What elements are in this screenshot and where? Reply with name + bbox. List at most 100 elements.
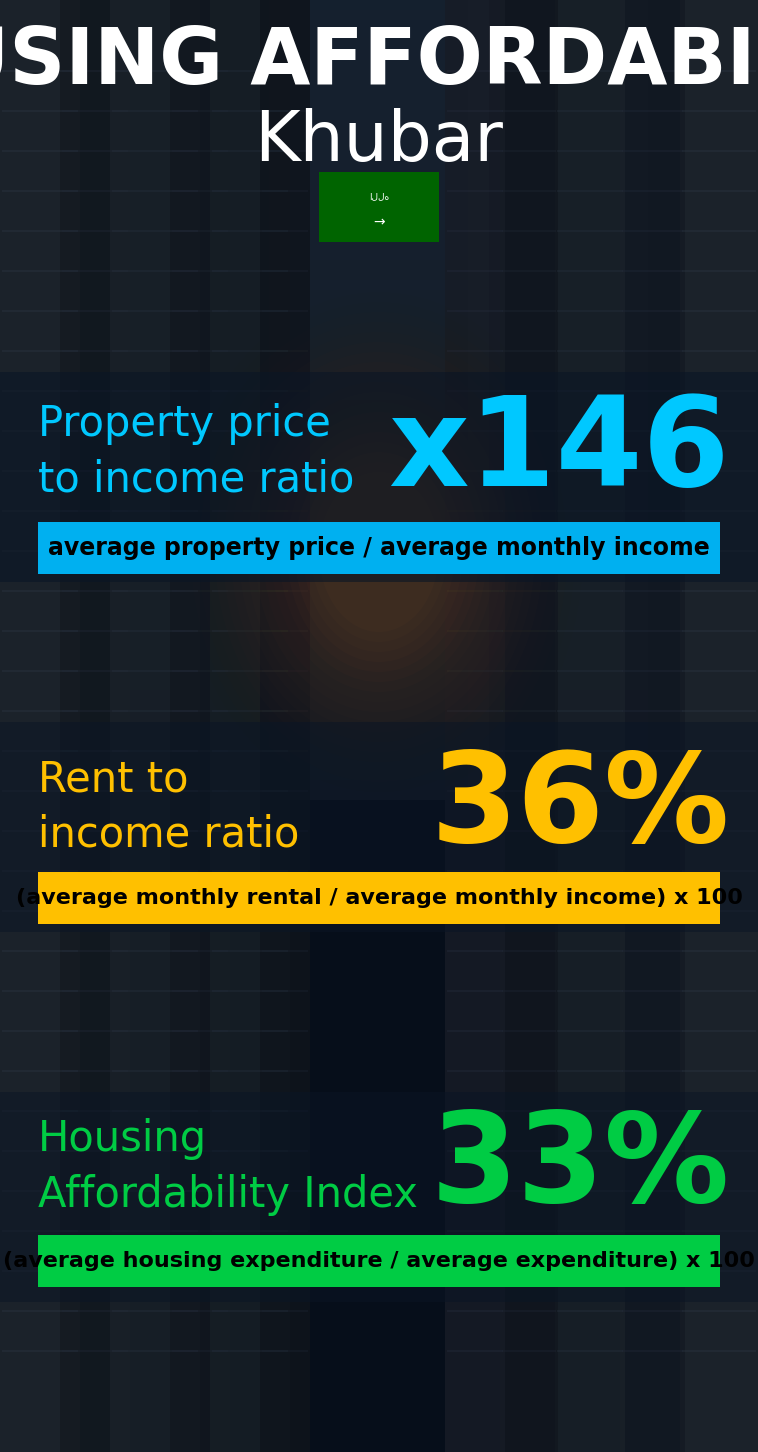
Bar	[269, 579, 489, 590]
Bar	[468, 520, 648, 530]
Bar	[269, 600, 489, 610]
Bar	[110, 229, 290, 240]
Bar	[269, 481, 489, 489]
Bar	[112, 110, 198, 112]
Bar	[110, 450, 290, 460]
Bar	[622, 950, 683, 953]
Bar	[269, 430, 489, 440]
Bar	[447, 1310, 503, 1313]
Bar	[110, 630, 290, 640]
Bar	[269, 409, 489, 420]
Text: average property price / average monthly income: average property price / average monthly…	[48, 536, 710, 560]
Bar	[680, 0, 758, 1452]
Bar	[682, 229, 756, 232]
Bar	[557, 309, 623, 312]
Bar	[38, 523, 720, 574]
Text: (average housing expenditure / average expenditure) x 100: (average housing expenditure / average e…	[3, 1252, 755, 1270]
Bar	[502, 630, 556, 632]
Bar	[468, 190, 648, 200]
Bar	[557, 1230, 623, 1231]
Bar	[212, 1270, 288, 1272]
Bar	[447, 1070, 503, 1072]
Bar	[269, 530, 489, 540]
Bar	[262, 309, 308, 312]
Bar	[110, 790, 290, 800]
Bar	[269, 650, 489, 661]
Bar	[62, 391, 128, 392]
Bar	[110, 200, 290, 211]
Bar	[622, 350, 683, 351]
Bar	[62, 70, 128, 73]
Bar	[112, 1350, 198, 1352]
Bar	[112, 910, 198, 912]
Bar	[172, 1310, 228, 1313]
Bar	[110, 550, 290, 560]
Bar	[622, 1350, 683, 1352]
Bar	[502, 229, 556, 232]
Bar	[502, 1191, 556, 1192]
Bar	[447, 870, 503, 873]
Bar	[212, 1350, 288, 1352]
Bar	[682, 831, 756, 832]
Bar	[620, 0, 685, 1452]
Bar	[110, 399, 290, 409]
Bar	[319, 171, 439, 242]
Bar	[110, 481, 290, 489]
Bar	[62, 1310, 128, 1313]
Bar	[468, 600, 648, 610]
Bar	[269, 460, 489, 470]
Bar	[112, 510, 198, 513]
Bar	[62, 510, 128, 513]
Bar	[269, 540, 489, 550]
Bar	[170, 0, 230, 1452]
Bar	[269, 741, 489, 751]
Bar	[468, 290, 648, 301]
Bar	[172, 630, 228, 632]
Bar	[468, 560, 648, 571]
Bar	[502, 669, 556, 672]
Bar	[557, 831, 623, 832]
Bar	[62, 590, 128, 592]
Bar	[468, 770, 648, 780]
Bar	[2, 470, 78, 472]
Text: x146: x146	[389, 392, 730, 513]
Bar	[212, 430, 288, 433]
Bar	[62, 710, 128, 711]
Bar	[445, 0, 505, 1452]
Bar	[2, 190, 78, 192]
Bar	[468, 661, 648, 669]
Bar	[468, 590, 648, 600]
Bar	[502, 70, 556, 73]
Bar	[110, 489, 290, 499]
Bar	[502, 1270, 556, 1272]
Bar	[682, 669, 756, 672]
Bar	[110, 440, 290, 450]
Bar	[110, 571, 290, 579]
Bar	[212, 630, 288, 632]
Bar	[62, 190, 128, 192]
Bar	[269, 309, 489, 319]
Bar	[447, 669, 503, 672]
Bar	[269, 440, 489, 450]
Bar	[110, 301, 290, 309]
Bar	[110, 460, 290, 470]
Bar	[468, 80, 648, 90]
Bar	[502, 870, 556, 873]
Bar	[269, 121, 489, 131]
Bar	[172, 870, 228, 873]
Bar	[212, 950, 288, 953]
Bar	[262, 430, 308, 433]
Bar	[110, 510, 290, 520]
Bar	[110, 150, 290, 160]
Bar	[269, 360, 489, 370]
Bar	[112, 350, 198, 351]
Bar	[269, 620, 489, 630]
Bar	[62, 430, 128, 433]
Bar	[172, 1350, 228, 1352]
Text: Housing
Affordability Index: Housing Affordability Index	[38, 1118, 418, 1215]
Bar	[468, 579, 648, 590]
Bar	[468, 340, 648, 350]
Bar	[172, 430, 228, 433]
Bar	[110, 700, 290, 710]
Bar	[110, 520, 290, 530]
